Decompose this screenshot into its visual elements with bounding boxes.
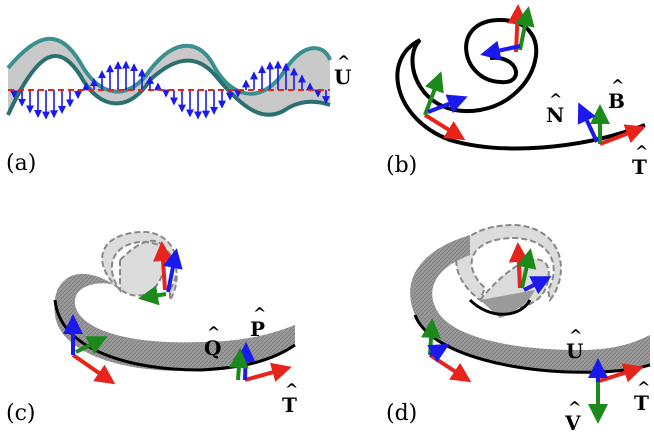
hat-mark: ^ [611,76,624,95]
normal-arrow [577,102,599,143]
vector-v-label: V [564,411,581,435]
vector-u-label-a: U [334,65,351,89]
ribbon-surface [54,273,296,371]
normal-arrow [480,40,521,61]
v-arrow [516,248,537,289]
hat-mark: ^ [285,380,298,399]
u-arrow [523,276,552,295]
q-arrow [228,348,249,381]
hat-mark: ^ [337,52,350,71]
helix-u-vectors [10,60,330,120]
p-arrow [163,248,183,293]
vector-t-label-b: T [632,155,647,179]
u-arrow [427,344,450,363]
hat-mark: ^ [569,326,582,345]
tangent-arrow [423,113,466,141]
panel-c-label: (c) [6,401,36,426]
tangent-arrow [595,363,644,384]
q-arrow [138,285,167,306]
vector-n-label: N [546,103,564,127]
p-arrow [235,342,256,381]
q-arrow [75,336,108,355]
space-curve-d-inner [468,298,532,316]
hat-mark: ^ [568,398,581,417]
hat-mark: ^ [637,378,650,397]
panel-b-label: (b) [386,153,417,178]
tangent-arrow [244,362,292,382]
panel-c: (c) Q ^ P ^ T ^ [6,230,298,426]
vector-t-label-c: T [282,393,297,417]
space-curve-b [395,17,646,151]
binormal-arrow [515,6,535,51]
vector-t-label-d: T [634,391,649,415]
binormal-arrow [423,71,444,116]
hat-mark: ^ [207,323,220,342]
vector-q-label: Q [204,336,221,360]
vector-u-label-d: U [566,339,583,363]
tangent-arrow [71,353,116,385]
hat-mark: ^ [549,90,562,109]
vector-b-label: B [608,89,625,113]
panel-d-label: (d) [386,401,417,426]
ribbon-fold [480,290,535,318]
panel-a: (a) U ^ [6,36,351,176]
hat-mark: ^ [253,304,266,323]
helix-ribbon [6,36,332,117]
ribbon-surface [410,235,650,373]
hat-mark: ^ [635,142,648,161]
vector-p-label: P [250,317,265,341]
tangent-arrow [599,124,646,146]
normal-arrow [427,94,468,114]
tangent-arrow [428,353,472,383]
panel-d: (d) U ^ V ^ T ^ [386,223,651,435]
panel-b: (b) N ^ B ^ T ^ [386,4,648,179]
panel-a-label: (a) [6,151,36,176]
tangent-arrow [508,242,529,289]
v-arrow [421,318,442,356]
